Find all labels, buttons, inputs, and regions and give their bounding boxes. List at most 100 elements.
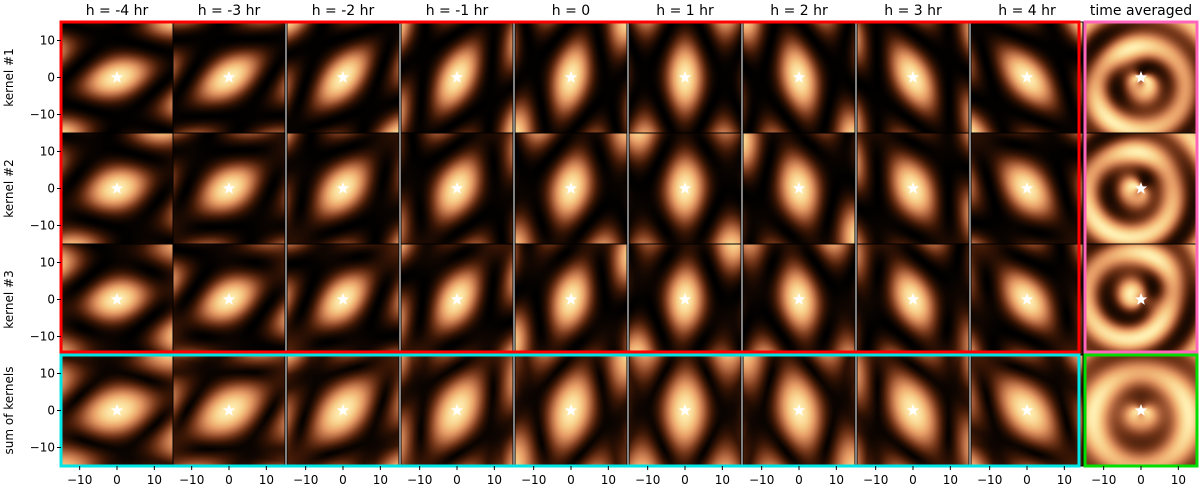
axis-labels: h = -4 hr h = -3 hr h = -2 hr h = -1 hr h = … (2, 3, 1192, 486)
panel-r4-c2 (172, 354, 286, 467)
star-marker (564, 293, 578, 305)
xtick-label: −10 (407, 473, 432, 486)
xtick-label: 10 (259, 473, 274, 486)
panel-r3-c2 (172, 243, 286, 356)
xtick-label: −10 (179, 473, 204, 486)
panel-r3-c3 (286, 243, 400, 356)
panel-r2-c8 (856, 132, 970, 245)
panel-r1-c8 (856, 21, 970, 134)
column-title: h = 0 (552, 3, 590, 19)
star-marker (336, 71, 350, 83)
star-marker (792, 182, 806, 194)
panel-grid (60, 21, 1198, 467)
xtick-label: 10 (147, 473, 162, 486)
panel-r2-c4 (400, 132, 514, 245)
xtick-label: −10 (67, 473, 92, 486)
xtick-label: 10 (373, 473, 388, 486)
star-marker (678, 182, 692, 194)
column-title: time averaged (1090, 3, 1192, 19)
panel-r4-c7 (742, 354, 856, 467)
xtick-label: 0 (113, 473, 121, 486)
ytick-label: −10 (30, 219, 55, 233)
xtick-label: 10 (829, 473, 844, 486)
xtick-label: −10 (635, 473, 660, 486)
star-marker (906, 71, 920, 83)
panel-r3-c10 (1084, 243, 1198, 356)
star-marker (1134, 71, 1148, 83)
star-marker (222, 293, 236, 305)
star-marker (906, 404, 920, 416)
star-marker (336, 404, 350, 416)
star-marker (1134, 404, 1148, 416)
star-marker (564, 71, 578, 83)
xtick-label: 0 (795, 473, 803, 486)
panel-r4-c4 (400, 354, 514, 467)
ytick-label: −10 (30, 108, 55, 122)
star-marker (1020, 293, 1034, 305)
panel-r1-c10 (1084, 21, 1198, 134)
xtick-label: 0 (909, 473, 917, 486)
panel-r1-c6 (628, 21, 742, 134)
panel-r3-c1 (60, 243, 174, 356)
star-marker (906, 182, 920, 194)
star-marker (792, 404, 806, 416)
xtick-label: 0 (453, 473, 461, 486)
star-marker (110, 404, 124, 416)
xtick-label: 0 (1023, 473, 1031, 486)
star-marker (110, 71, 124, 83)
star-marker (110, 293, 124, 305)
star-marker (336, 182, 350, 194)
xtick-label: 10 (715, 473, 730, 486)
xtick-label: −10 (1091, 473, 1116, 486)
ytick-label: 10 (40, 34, 55, 48)
ytick-label: 0 (47, 293, 55, 307)
column-title: h = 1 hr (656, 3, 714, 19)
panel-r2-c5 (514, 132, 628, 245)
ytick-label: 0 (47, 182, 55, 196)
xtick-label: 0 (681, 473, 689, 486)
panel-r1-c4 (400, 21, 514, 134)
column-title: h = 4 hr (998, 3, 1056, 19)
column-title: h = -2 hr (312, 3, 375, 19)
xtick-label: 0 (225, 473, 233, 486)
panel-r3-c7 (742, 243, 856, 356)
panel-r3-c6 (628, 243, 742, 356)
xtick-label: 0 (567, 473, 575, 486)
star-marker (1020, 404, 1034, 416)
xtick-label: −10 (749, 473, 774, 486)
column-title: h = -4 hr (86, 3, 149, 19)
row-label: kernel #3 (2, 270, 16, 328)
star-marker (222, 404, 236, 416)
star-marker (1020, 71, 1034, 83)
ytick-label: −10 (30, 441, 55, 455)
star-marker (222, 71, 236, 83)
star-marker (678, 71, 692, 83)
xtick-label: 10 (1171, 473, 1186, 486)
xtick-label: 10 (943, 473, 958, 486)
star-marker (564, 404, 578, 416)
star-marker (222, 182, 236, 194)
ytick-label: 0 (47, 71, 55, 85)
xtick-label: 10 (601, 473, 616, 486)
star-marker (450, 182, 464, 194)
ytick-label: 10 (40, 145, 55, 159)
star-marker (1134, 293, 1148, 305)
ytick-label: 0 (47, 404, 55, 418)
panel-r2-c2 (172, 132, 286, 245)
frame-kernels-time-averaged (1083, 20, 1199, 354)
panel-r1-c5 (514, 21, 628, 134)
xtick-label: −10 (977, 473, 1002, 486)
panel-r4-c10 (1084, 354, 1198, 467)
star-marker (110, 182, 124, 194)
panel-r2-c10 (1084, 132, 1198, 245)
column-title: h = 2 hr (770, 3, 828, 19)
panel-r2-c3 (286, 132, 400, 245)
star-marker (906, 293, 920, 305)
xtick-label: 0 (339, 473, 347, 486)
frame-kernels-snapshots (59, 20, 1081, 354)
panel-r2-c9 (970, 132, 1084, 245)
panel-r3-c9 (970, 243, 1084, 356)
column-title: h = -3 hr (198, 3, 261, 19)
panel-r1-c2 (172, 21, 286, 134)
